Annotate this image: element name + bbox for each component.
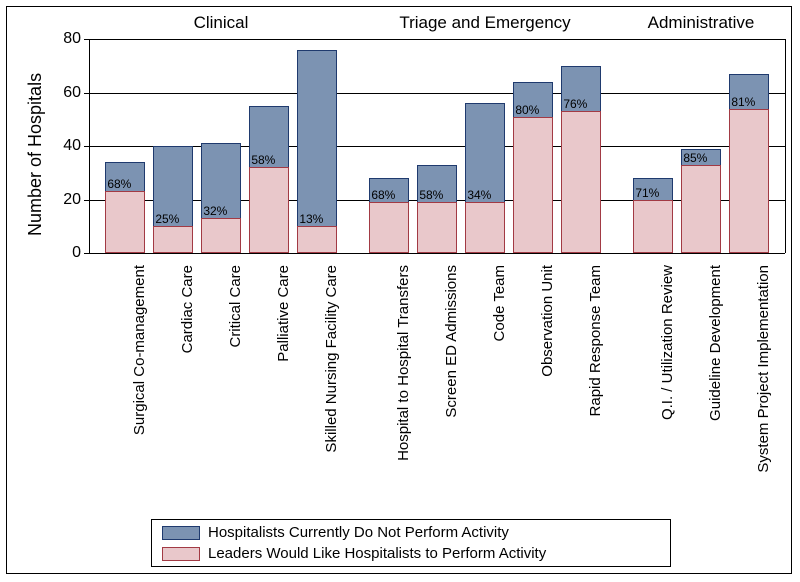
legend-label-upper: Hospitalists Currently Do Not Perform Ac… <box>208 524 509 541</box>
bar-pct-label: 76% <box>563 97 587 111</box>
bar-lower <box>369 202 408 253</box>
bar-pct-label: 58% <box>251 153 275 167</box>
bar-lower <box>465 202 504 253</box>
x-category-label: Cardiac Care <box>179 265 196 525</box>
y-axis-title: Number of Hospitals <box>25 73 46 236</box>
group-title: Triage and Emergency <box>365 13 605 33</box>
bar-lower <box>201 218 240 253</box>
bar-lower <box>417 202 456 253</box>
x-category-label: Rapid Response Team <box>587 265 604 525</box>
bar-lower <box>297 226 336 253</box>
gridline-h <box>89 39 785 40</box>
bar-pct-label: 32% <box>203 204 227 218</box>
x-category-label: Skilled Nursing Facility Care <box>323 265 340 525</box>
bar-pct-label: 58% <box>419 188 443 202</box>
legend-row-lower: Leaders Would Like Hospitalists to Perfo… <box>152 543 670 566</box>
y-tick-label: 20 <box>55 191 81 209</box>
gridline-h <box>89 253 785 254</box>
bar-pct-label: 13% <box>299 212 323 226</box>
legend-row-upper: Hospitalists Currently Do Not Perform Ac… <box>152 520 670 543</box>
group-title: Administrative <box>629 13 773 33</box>
bar-pct-label: 68% <box>107 177 131 191</box>
gridline-h <box>89 146 785 147</box>
x-category-label: Surgical Co-management <box>131 265 148 525</box>
bar-lower <box>513 117 552 253</box>
x-category-label: Code Team <box>491 265 508 525</box>
bar-pct-label: 25% <box>155 212 179 226</box>
x-category-label: Guideline Development <box>707 265 724 525</box>
plot-border-left <box>89 39 90 253</box>
bar-lower <box>681 165 720 253</box>
gridline-h <box>89 93 785 94</box>
legend-swatch-upper <box>162 526 200 540</box>
bar-lower <box>729 109 768 253</box>
bar-pct-label: 85% <box>683 151 707 165</box>
bar-lower <box>561 111 600 253</box>
bar-lower <box>249 167 288 253</box>
bar-lower <box>633 200 672 254</box>
x-category-label: Critical Care <box>227 265 244 525</box>
y-tick-label: 80 <box>55 30 81 48</box>
bar-lower <box>153 226 192 253</box>
bar-pct-label: 80% <box>515 103 539 117</box>
chart-frame: Number of Hospitals Clinical Triage and E… <box>6 6 792 574</box>
legend-label-lower: Leaders Would Like Hospitalists to Perfo… <box>208 545 546 562</box>
y-tick-label: 0 <box>55 244 81 262</box>
x-category-label: System Project Implementation <box>755 265 772 525</box>
x-category-label: Screen ED Admissions <box>443 265 460 525</box>
bar-pct-label: 68% <box>371 188 395 202</box>
group-title: Clinical <box>101 13 341 33</box>
y-tick-mark <box>84 253 89 254</box>
bar-pct-label: 81% <box>731 95 755 109</box>
legend-swatch-lower <box>162 547 200 561</box>
x-category-label: Observation Unit <box>539 265 556 525</box>
bar-pct-label: 71% <box>635 186 659 200</box>
x-category-label: Hospital to Hospital Transfers <box>395 265 412 525</box>
bar-pct-label: 34% <box>467 188 491 202</box>
plot-border-right <box>785 39 786 253</box>
legend: Hospitalists Currently Do Not Perform Ac… <box>151 519 671 567</box>
x-category-label: Palliative Care <box>275 265 292 525</box>
bar-lower <box>105 191 144 253</box>
y-tick-label: 60 <box>55 84 81 102</box>
y-tick-label: 40 <box>55 137 81 155</box>
x-category-label: Q.I. / Utilization Review <box>659 265 676 525</box>
